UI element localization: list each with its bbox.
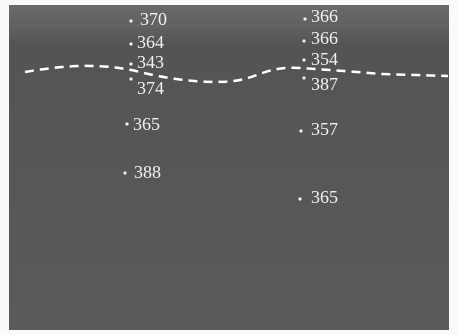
label: 366: [311, 28, 338, 48]
label: 354: [311, 49, 338, 69]
label: 364: [137, 32, 164, 52]
label: 387: [311, 74, 338, 94]
marker-dot: [298, 197, 301, 200]
label: 370: [140, 9, 167, 29]
label: 388: [134, 162, 161, 182]
marker-dot: [129, 77, 132, 80]
label: 343: [137, 52, 164, 72]
photo-background: [9, 5, 449, 330]
image: 370 364 343 374 365 388 366 366 354 387 …: [0, 0, 458, 335]
label: 374: [137, 78, 164, 98]
label: 357: [311, 119, 338, 139]
marker-dot: [302, 76, 305, 79]
marker-dot: [129, 19, 132, 22]
marker-dot: [129, 42, 132, 45]
marker-dot: [303, 17, 306, 20]
label: 365: [311, 187, 338, 207]
marker-dot: [299, 129, 302, 132]
marker-dot: [302, 58, 305, 61]
page: 370 364 343 374 365 388 366 366 354 387 …: [0, 0, 458, 335]
top-band: [9, 24, 449, 28]
marker-dot: [302, 39, 305, 42]
label: 366: [311, 6, 338, 26]
marker-dot: [125, 122, 128, 125]
label: 365: [133, 114, 160, 134]
marker-dot: [123, 171, 126, 174]
marker-dot: [129, 62, 132, 65]
